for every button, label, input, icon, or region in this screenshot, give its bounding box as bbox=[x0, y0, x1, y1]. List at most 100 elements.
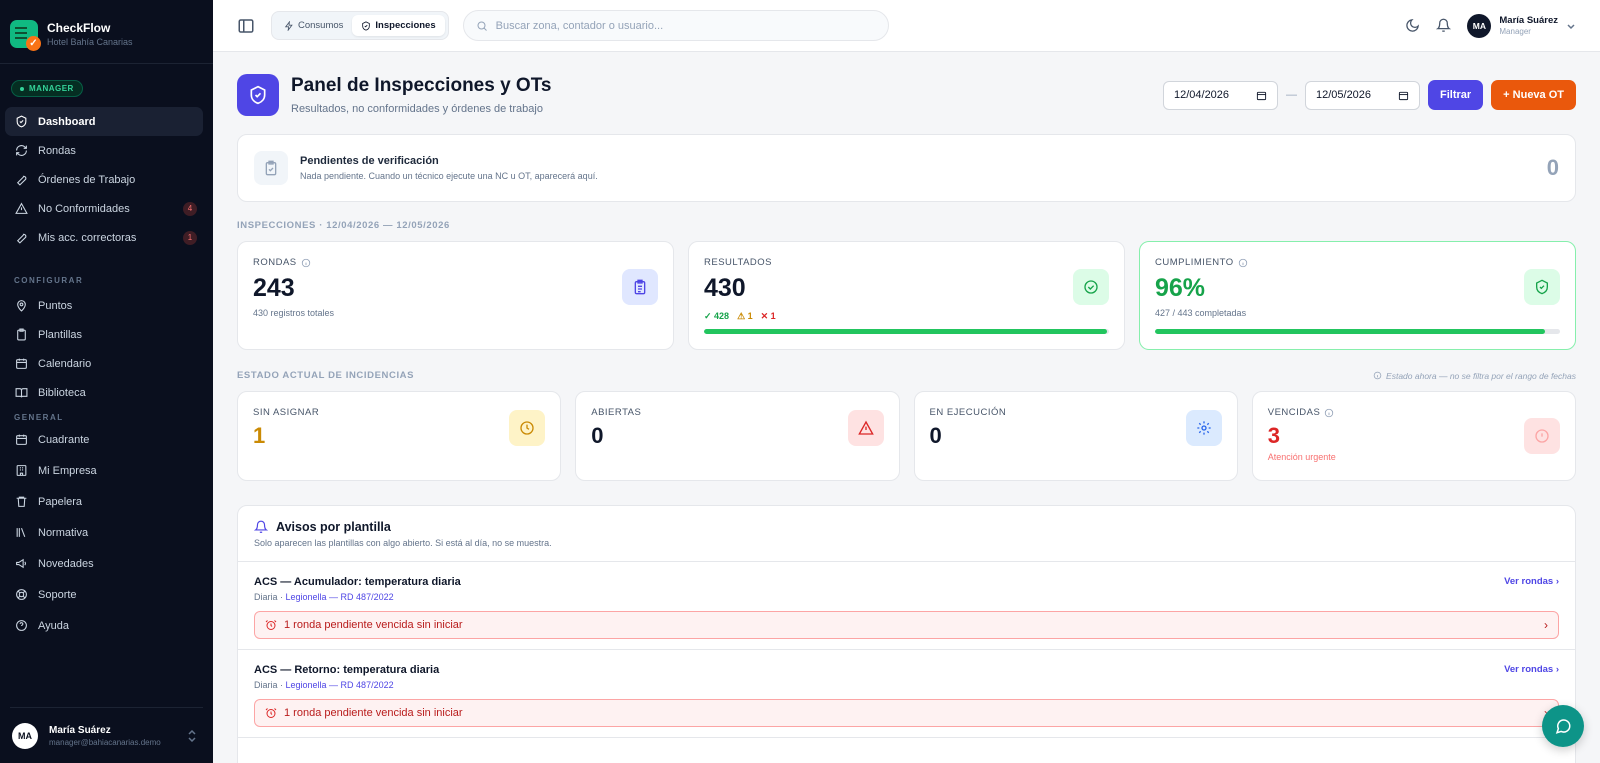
ver-rondas-link[interactable]: Ver rondas › bbox=[1504, 576, 1559, 587]
date-to-value: 12/05/2026 bbox=[1315, 89, 1372, 101]
incident-card-abiertas[interactable]: ABIERTAS 0 bbox=[575, 391, 900, 481]
brand[interactable]: ✓ CheckFlow Hotel Bahía Canarias bbox=[0, 0, 213, 64]
alarm-clock-icon bbox=[265, 708, 277, 718]
info-icon bbox=[1373, 371, 1382, 380]
user-name: María Suárez bbox=[49, 724, 111, 736]
sidebar-item-soporte[interactable]: Soporte bbox=[5, 580, 203, 609]
calendar-icon bbox=[1256, 91, 1267, 100]
new-ot-button[interactable]: + Nueva OT bbox=[1491, 80, 1576, 110]
sidebar-item-cuadrante[interactable]: Cuadrante bbox=[5, 425, 203, 454]
stat-value: 430 bbox=[704, 274, 746, 302]
sidebar-item-mi-empresa[interactable]: Mi Empresa bbox=[5, 456, 203, 485]
incident-card-vencidas[interactable]: VENCIDAS 3 Atención urgente bbox=[1251, 391, 1576, 481]
incident-card-sin-asignar[interactable]: SIN ASIGNAR 1 bbox=[237, 391, 562, 481]
stat-value: 0 bbox=[929, 423, 942, 448]
topbar: Consumos Inspecciones MA María Suárez bbox=[213, 0, 1600, 52]
filter-button[interactable]: Filtrar bbox=[1427, 80, 1484, 110]
sidebar-item-papelera[interactable]: Papelera bbox=[5, 487, 203, 516]
sidebar-item-puntos[interactable]: Puntos bbox=[5, 291, 203, 320]
chevron-down-icon bbox=[1567, 23, 1575, 29]
chat-button[interactable] bbox=[1542, 705, 1584, 747]
configure-nav: Puntos Plantillas Calendario Biblioteca bbox=[0, 291, 213, 407]
stat-card-resultados[interactable]: RESULTADOS 430 ✓ 428 ⚠ 1 ✕ 1 bbox=[688, 241, 1125, 350]
avisos-subtitle: Solo aparecen las plantillas con algo ab… bbox=[254, 538, 552, 548]
gear-icon bbox=[1185, 410, 1222, 446]
sidebar-toggle-icon[interactable] bbox=[237, 17, 255, 35]
hotel-name: Hotel Bahía Canarias bbox=[47, 37, 133, 47]
clipboard-list-icon bbox=[622, 269, 658, 305]
search-input[interactable] bbox=[495, 19, 856, 32]
user-name: María Suárez bbox=[1499, 15, 1558, 26]
search-bar bbox=[462, 10, 889, 41]
check-circle-icon bbox=[1073, 269, 1109, 305]
warning-icon bbox=[15, 202, 28, 214]
user-menu[interactable]: MA María Suárez manager@bahiacanarias.de… bbox=[10, 707, 203, 763]
user-profile-menu[interactable]: MA María Suárez Manager bbox=[1467, 13, 1576, 38]
sidebar-item-label: Papelera bbox=[38, 495, 83, 508]
calendar-icon bbox=[16, 434, 27, 445]
stat-value: 1 bbox=[253, 423, 266, 448]
page-title: Panel de Inspecciones y OTs bbox=[291, 75, 552, 96]
aviso-row: ACS — Acumulador: temperatura diaria Dia… bbox=[238, 562, 1575, 650]
aviso-row: ACS — Retorno: temperatura diaria Diaria… bbox=[238, 650, 1575, 738]
compliance-progress-fill bbox=[1155, 329, 1546, 334]
pin-icon bbox=[17, 300, 26, 312]
info-icon[interactable] bbox=[1238, 258, 1248, 268]
stat-label: RESULTADOS bbox=[704, 257, 772, 268]
stat-value: 3 bbox=[1267, 423, 1280, 448]
tab-inspecciones[interactable]: Inspecciones bbox=[352, 15, 445, 36]
ver-rondas-link[interactable]: Ver rondas › bbox=[1504, 664, 1559, 675]
aviso-frequency: Diaria · bbox=[254, 680, 286, 690]
overdue-alert[interactable]: 1 ronda pendiente vencida sin iniciar › bbox=[254, 611, 1559, 639]
sidebar-item-label: Novedades bbox=[38, 557, 94, 570]
tab-consumos[interactable]: Consumos bbox=[275, 15, 352, 36]
avatar: MA bbox=[1467, 13, 1492, 38]
user-email: manager@bahiacanarias.demo bbox=[49, 737, 161, 747]
info-icon[interactable] bbox=[1324, 408, 1334, 418]
sidebar-item-biblioteca[interactable]: Biblioteca bbox=[5, 378, 203, 407]
sidebar-item-label: Soporte bbox=[38, 588, 77, 601]
incident-card-en-ejecucion[interactable]: EN EJECUCIÓN 0 bbox=[913, 391, 1238, 481]
sidebar-item-normativa[interactable]: Normativa bbox=[5, 518, 203, 547]
sidebar-item-ayuda[interactable]: Ayuda bbox=[5, 611, 203, 640]
count-badge: 4 bbox=[183, 201, 197, 216]
tab-label: Inspecciones bbox=[375, 20, 436, 31]
sidebar-item-rondas[interactable]: Rondas bbox=[5, 136, 203, 165]
sidebar-item-dashboard[interactable]: Dashboard bbox=[5, 107, 203, 136]
stat-sub: 430 registros totales bbox=[253, 308, 335, 318]
sidebar-item-plantillas[interactable]: Plantillas bbox=[5, 320, 203, 349]
sidebar-item-ordenes[interactable]: Órdenes de Trabajo bbox=[5, 165, 203, 194]
chat-icon bbox=[1555, 719, 1571, 734]
dark-mode-icon[interactable] bbox=[1405, 18, 1420, 33]
chevron-right-icon: › bbox=[1544, 618, 1548, 632]
sidebar-item-label: Normativa bbox=[38, 526, 89, 539]
alert-text: 1 ronda pendiente vencida sin iniciar bbox=[284, 619, 463, 631]
shield-icon bbox=[16, 115, 27, 128]
date-from-input[interactable]: 12/04/2026 bbox=[1162, 80, 1278, 110]
date-separator: — bbox=[1285, 89, 1297, 101]
pending-subtitle: Nada pendiente. Cuando un técnico ejecut… bbox=[300, 171, 598, 181]
sidebar-item-label: Ayuda bbox=[38, 619, 69, 632]
date-to-input[interactable]: 12/05/2026 bbox=[1304, 80, 1420, 110]
warning-icon bbox=[847, 410, 884, 446]
overdue-alert[interactable]: 1 ronda pendiente vencida sin iniciar › bbox=[254, 699, 1559, 727]
role-badge: MANAGER bbox=[11, 80, 83, 97]
compliance-progress-bar bbox=[1155, 329, 1560, 334]
sidebar-item-label: Mi Empresa bbox=[38, 464, 97, 477]
alarm-clock-icon bbox=[265, 620, 277, 630]
results-progress-bar bbox=[704, 329, 1109, 334]
sidebar-item-novedades[interactable]: Novedades bbox=[5, 549, 203, 578]
sidebar-item-no-conformidades[interactable]: No Conformidades 4 bbox=[5, 194, 203, 223]
aviso-norm-link[interactable]: Legionella — RD 487/2022 bbox=[285, 680, 394, 690]
stat-label: CUMPLIMIENTO bbox=[1155, 257, 1234, 268]
sidebar-item-mis-acciones[interactable]: Mis acc. correctoras 1 bbox=[5, 223, 203, 252]
alert-text: 1 ronda pendiente vencida sin iniciar bbox=[284, 707, 463, 719]
stat-card-cumplimiento[interactable]: CUMPLIMIENTO 96% 427 / 443 completadas bbox=[1139, 241, 1576, 350]
info-icon[interactable] bbox=[301, 258, 311, 268]
main-content: Consumos Inspecciones MA María Suárez bbox=[213, 0, 1600, 763]
aviso-frequency: Diaria · bbox=[254, 592, 286, 602]
aviso-norm-link[interactable]: Legionella — RD 487/2022 bbox=[285, 592, 394, 602]
bell-icon[interactable] bbox=[1436, 18, 1452, 33]
stat-card-rondas[interactable]: RONDAS 243 430 registros totales bbox=[237, 241, 674, 350]
sidebar-item-calendario[interactable]: Calendario bbox=[5, 349, 203, 378]
